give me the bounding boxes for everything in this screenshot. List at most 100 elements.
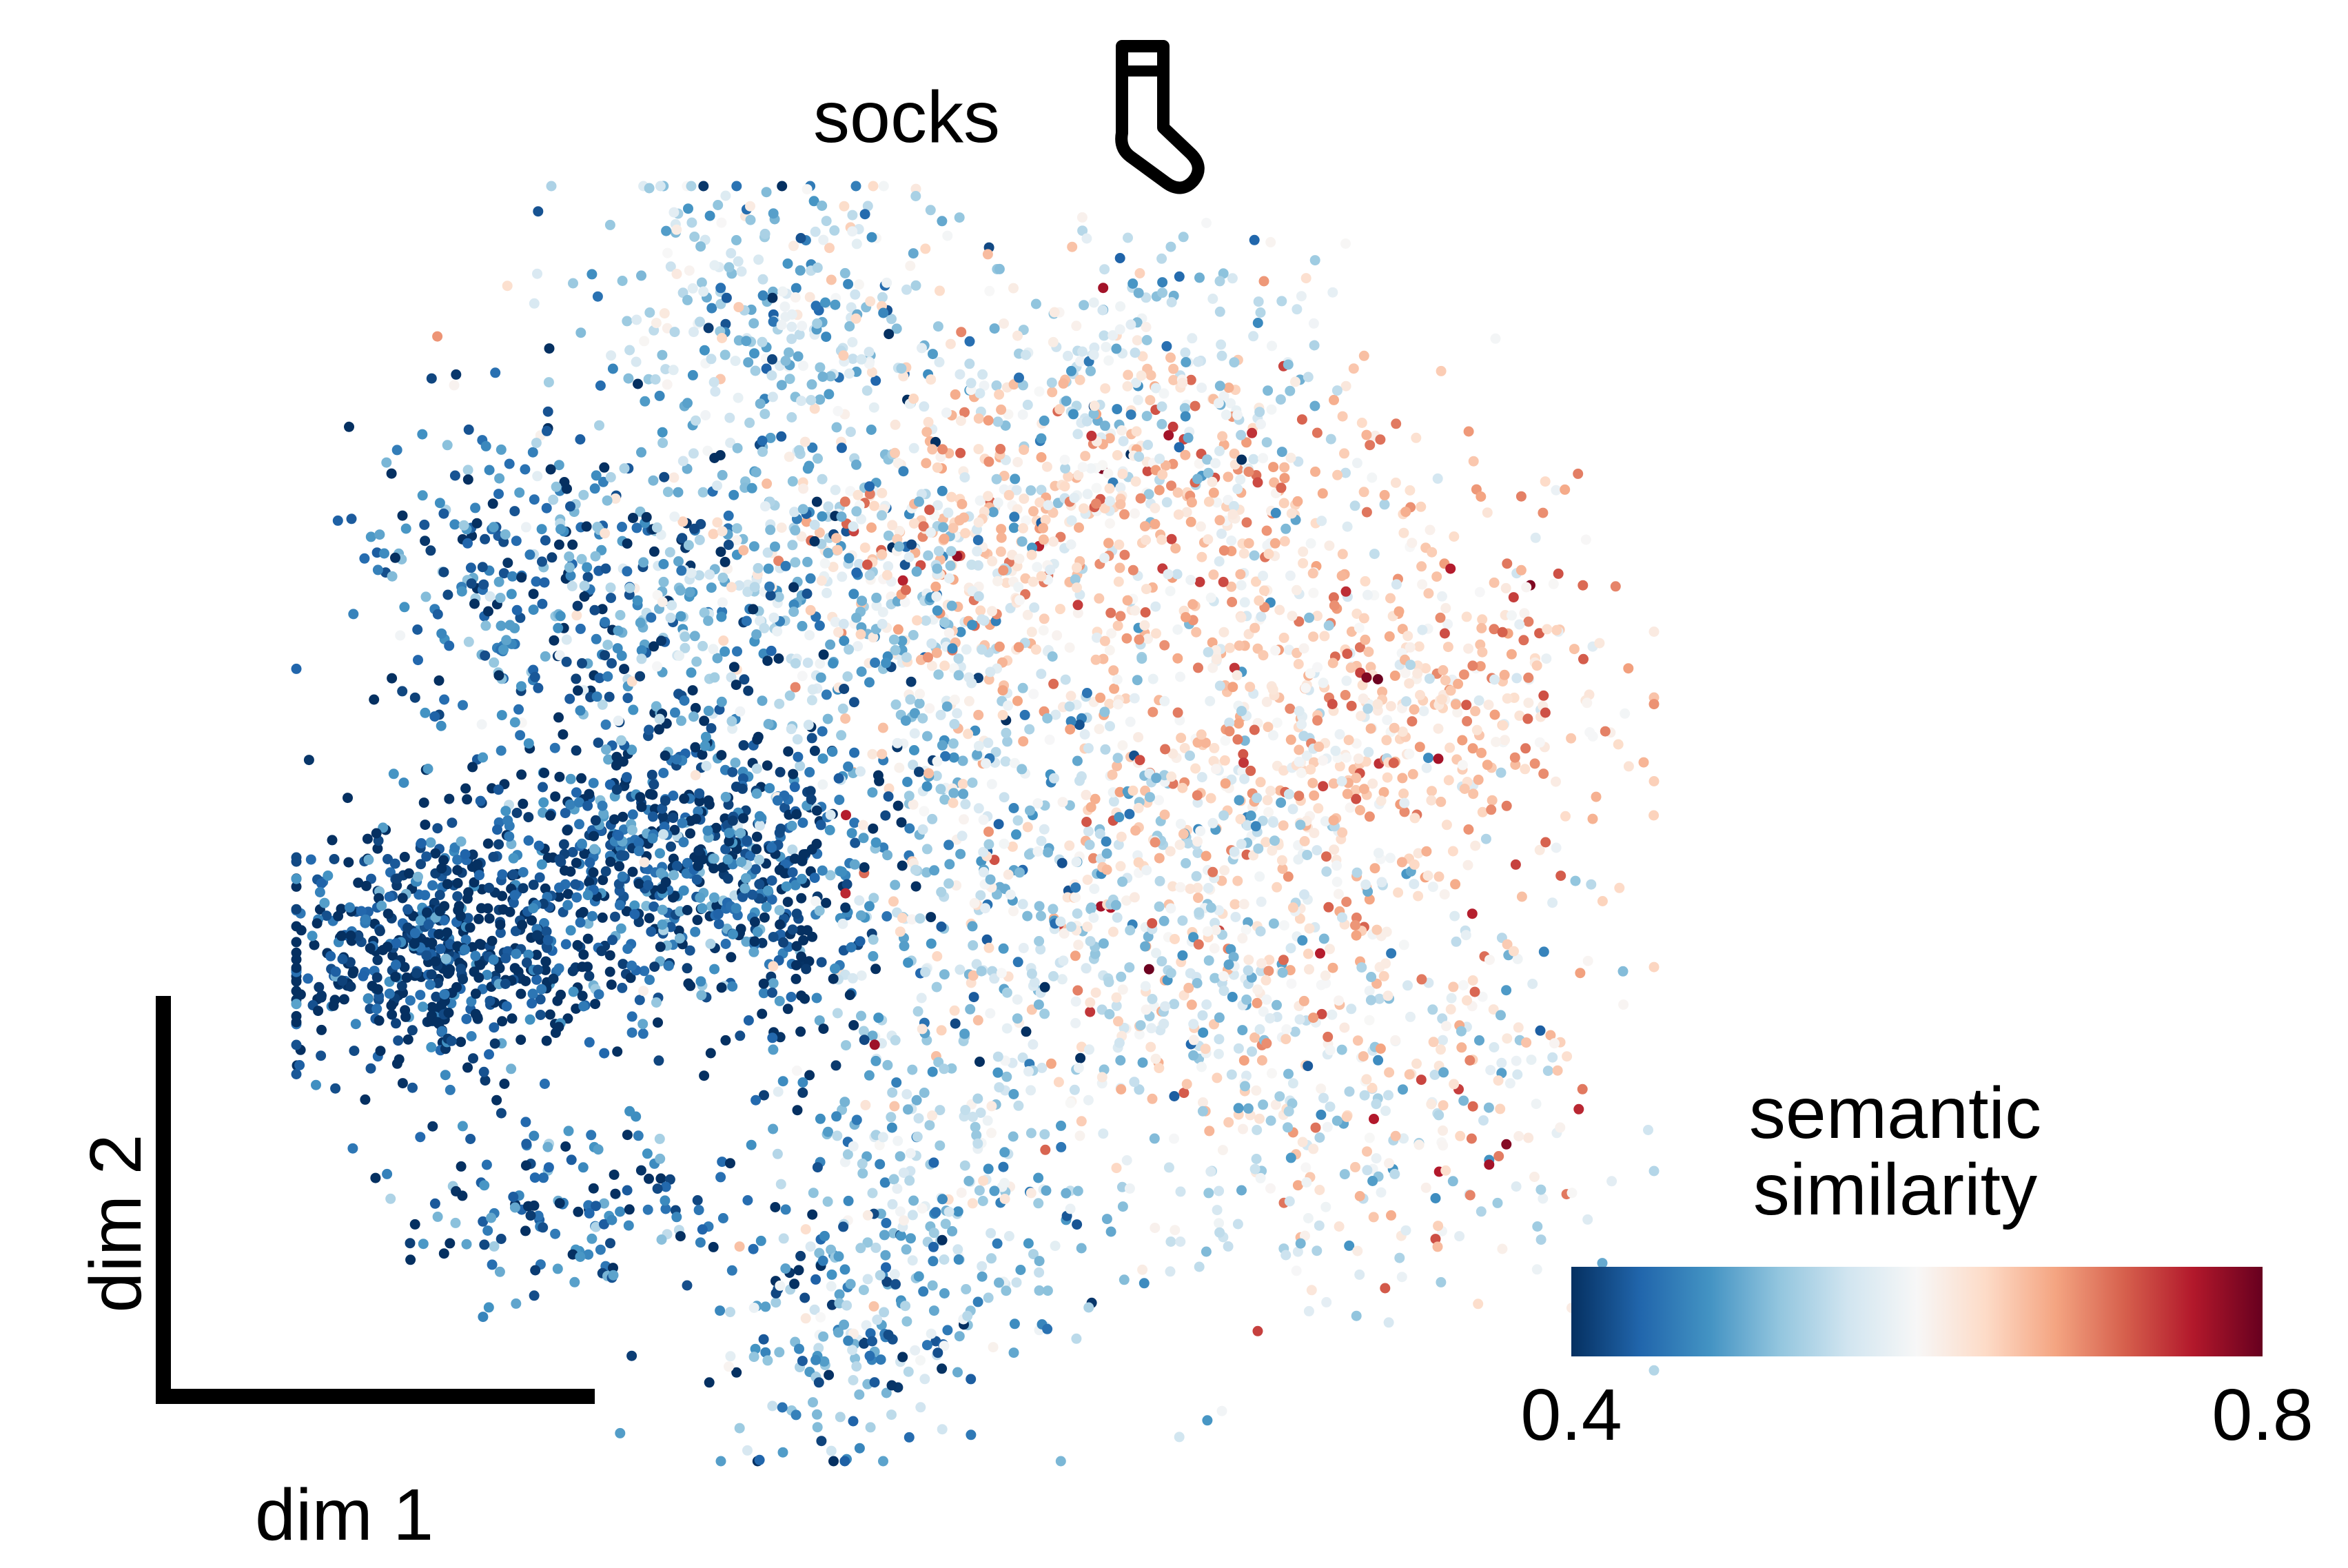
scatter-point [748,541,759,552]
scatter-point [823,1126,833,1137]
scatter-point [1008,906,1019,917]
scatter-point [564,799,575,810]
scatter-point [1367,1176,1378,1186]
scatter-point [1399,806,1410,817]
scatter-point [1048,678,1059,689]
scatter-point [1512,953,1523,964]
scatter-point [1294,756,1305,767]
scatter-point [1157,277,1168,288]
scatter-point [708,853,719,864]
scatter-point [1165,903,1176,914]
scatter-point [1446,992,1457,1004]
scatter-point [1284,1196,1295,1207]
scatter-point [507,571,518,582]
scatter-point [1277,967,1288,978]
scatter-point [1460,930,1471,941]
scatter-point [787,924,798,935]
scatter-point [615,610,626,620]
scatter-point [480,1075,491,1086]
scatter-point [1573,468,1584,479]
scatter-point [627,809,638,820]
scatter-point [1084,1044,1094,1055]
scatter-point [936,1025,947,1036]
scatter-point [897,635,908,646]
scatter-point [835,1412,846,1423]
scatter-point [858,833,869,844]
scatter-point [1022,910,1033,922]
scatter-point [332,515,343,526]
scatter-point [1489,709,1500,720]
scatter-point [1379,499,1390,510]
scatter-point [1329,844,1340,855]
scatter-point [1339,448,1349,459]
scatter-point [1499,669,1510,680]
scatter-point [1369,1114,1379,1124]
scatter-point [480,533,491,544]
scatter-point [1353,753,1364,764]
scatter-point [1535,1025,1546,1036]
scatter-point [963,729,974,740]
scatter-point [1292,1246,1303,1257]
scatter-point [1337,912,1347,923]
scatter-point [546,181,557,192]
scatter-point [1540,837,1551,848]
scatter-point [1509,752,1520,763]
scatter-point [1523,616,1534,627]
scatter-point [1185,516,1196,527]
scatter-point [1523,672,1534,683]
scatter-point [1064,642,1075,653]
scatter-point [1296,767,1307,778]
scatter-point [1426,795,1437,806]
scatter-point [360,1094,371,1105]
scatter-point [1012,330,1023,341]
scatter-point [1053,1077,1064,1088]
scatter-point [1036,485,1047,496]
scatter-point [1188,1019,1199,1030]
scatter-point [1313,803,1324,814]
scatter-point [1351,738,1362,749]
scatter-point [1141,322,1152,332]
scatter-point [1321,866,1332,877]
scatter-point [1300,1230,1310,1241]
scatter-point [775,823,786,834]
scatter-point [502,558,513,569]
scatter-point [1249,622,1260,633]
scatter-point [669,824,680,835]
scatter-point [1397,726,1408,737]
scatter-point [478,1312,489,1323]
scatter-point [912,1006,923,1017]
scatter-point [599,1198,609,1209]
scatter-point [1009,1318,1020,1330]
scatter-point [1547,1052,1558,1063]
scatter-point [690,702,701,713]
scatter-point [1426,1099,1437,1110]
scatter-point [719,349,731,360]
scatter-point [1209,943,1220,954]
scatter-point [1112,753,1123,764]
scatter-point [1227,273,1238,284]
scatter-point [1427,882,1438,893]
scatter-point [957,831,968,842]
scatter-point [1212,497,1223,508]
scatter-point [403,868,414,879]
scatter-point [1042,713,1053,724]
scatter-point [478,752,489,763]
scatter-point [429,711,440,722]
scatter-point [1228,952,1239,963]
scatter-point [1025,1128,1037,1139]
scatter-point [875,1159,886,1170]
scatter-point [1438,1140,1449,1151]
scatter-point [1169,999,1180,1010]
scatter-point [1180,411,1191,422]
scatter-point [1421,762,1432,773]
scatter-point [806,379,817,390]
scatter-point [1239,773,1250,784]
scatter-point [808,1397,818,1408]
scatter-point [1377,686,1388,698]
scatter-point [1251,1154,1262,1164]
scatter-point [1399,797,1410,808]
scatter-point [1362,589,1373,600]
scatter-point [1502,558,1513,569]
scatter-point [482,1225,493,1236]
